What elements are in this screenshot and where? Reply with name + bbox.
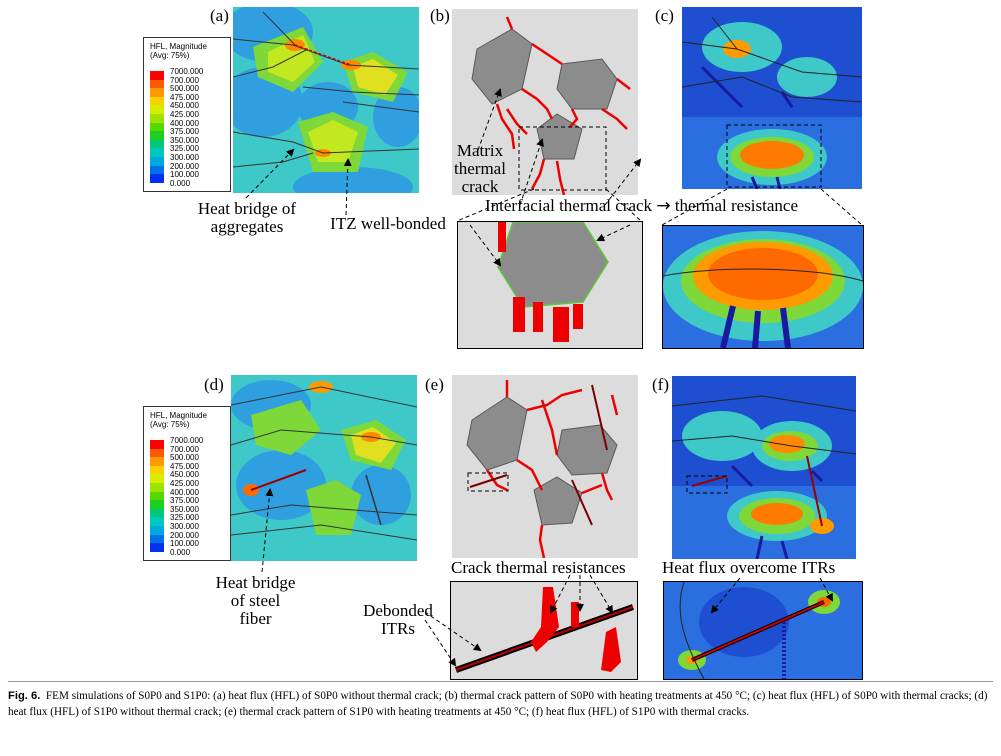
legend-value: 0.000 [170, 178, 191, 188]
legend-swatch [150, 96, 164, 106]
legend-value: 425.000 [170, 479, 199, 488]
legend-swatch [150, 457, 164, 466]
panel-label-d: (d) [204, 375, 224, 394]
annotation-heat-bridge-fiber: Heat bridge of steel fiber [215, 573, 296, 628]
legend-swatch [150, 500, 164, 509]
panel-d-heat-flux [231, 375, 417, 561]
panel-e-zoom [450, 581, 638, 680]
legend-value: 375.000 [170, 127, 199, 137]
legend-value: 200.000 [170, 161, 199, 171]
annotation-heat-bridge-aggregates: Heat bridge of aggregates [197, 199, 297, 236]
legend-value: 475.000 [170, 92, 199, 102]
legend-swatch [150, 165, 164, 175]
figure-caption: Fig. 6. FEM simulations of S0P0 and S1P0… [8, 688, 993, 720]
legend-value: 200.000 [170, 530, 199, 540]
panel-label-b: (b) [430, 6, 450, 25]
annotation-arrows [245, 88, 863, 667]
annotation-matrix-thermal-crack: Matrix thermal crack [454, 141, 506, 196]
legend-value: 100.000 [170, 539, 199, 549]
arrow-icon: → [656, 196, 671, 216]
legend-title: HFL, Magnitude (Avg: 75%) [150, 411, 207, 429]
annotation-debonded-itrs: Debonded ITRs [363, 601, 433, 638]
legend-value: 7000.000 [170, 67, 204, 76]
legend-swatch [150, 474, 164, 483]
legend-swatch [150, 543, 164, 552]
legend-swatch [150, 174, 164, 183]
legend-swatch [150, 517, 164, 526]
annotation-heat-flux-overcome: Heat flux overcome ITRs [662, 558, 836, 577]
legend-value: 325.000 [170, 513, 199, 523]
legend-value: 450.000 [170, 101, 199, 111]
legend-value: 325.000 [170, 144, 199, 154]
legend-value: 500.000 [170, 84, 199, 94]
legend-value: 400.000 [170, 118, 199, 128]
legend-swatch [150, 448, 164, 458]
panel-c-heat-flux-cracked [682, 7, 862, 189]
hfl-legend-bottom: HFL, Magnitude (Avg: 75%) 7000.000 700.000… [143, 406, 231, 561]
panel-b-crack-pattern [452, 9, 638, 195]
legend-swatch [150, 526, 164, 535]
panel-f-heat-flux-cracked [672, 376, 856, 559]
legend-value: 450.000 [170, 470, 199, 480]
legend-value: 400.000 [170, 487, 199, 497]
legend-swatch [150, 79, 164, 89]
panel-f-zoom [663, 581, 863, 680]
panel-b-zoom [457, 221, 643, 349]
caption-rule [8, 681, 993, 682]
legend-value: 500.000 [170, 453, 199, 463]
panel-label-a: (a) [210, 6, 229, 25]
legend-value: 700.000 [170, 444, 199, 454]
legend-value: 375.000 [170, 496, 199, 506]
interfacial-crack-text: Interfacial thermal crack [485, 196, 653, 215]
legend-value: 475.000 [170, 461, 199, 471]
legend-value: 350.000 [170, 504, 199, 514]
legend-swatch [150, 148, 164, 157]
legend-value: 700.000 [170, 75, 199, 85]
legend-swatch [150, 440, 164, 449]
legend-value: 100.000 [170, 170, 199, 180]
caption-text: FEM simulations of S0P0 and S1P0: (a) he… [8, 690, 988, 718]
legend-value: 7000.000 [170, 436, 204, 445]
annotation-crack-thermal-resistances: Crack thermal resistances [451, 558, 626, 577]
legend-swatch [150, 139, 164, 149]
legend-swatch [150, 491, 164, 501]
legend-value: 300.000 [170, 153, 199, 162]
legend-swatch [150, 131, 164, 140]
legend-swatch [150, 122, 164, 132]
caption-fig-label: Fig. 6. [8, 690, 41, 702]
panel-c-zoom [662, 225, 864, 349]
panel-label-f: (f) [652, 375, 669, 394]
legend-swatch [150, 71, 164, 80]
legend-value: 0.000 [170, 547, 191, 557]
panel-label-e: (e) [425, 375, 444, 394]
legend-value: 350.000 [170, 135, 199, 145]
legend-value: 425.000 [170, 110, 199, 119]
panel-label-c: (c) [655, 6, 674, 25]
legend-swatch [150, 105, 164, 114]
legend-swatch [150, 157, 164, 166]
legend-swatch [150, 508, 164, 518]
legend-title: HFL, Magnitude (Avg: 75%) [150, 42, 207, 60]
panel-a-heat-flux [233, 7, 419, 193]
legend-swatch [150, 483, 164, 492]
legend-swatch [150, 88, 164, 97]
panel-e-crack-pattern [452, 375, 638, 558]
legend-swatch [150, 114, 164, 123]
hfl-legend-top: HFL, Magnitude (Avg: 75%) 7000.000 700.000… [143, 37, 231, 192]
legend-value: 300.000 [170, 522, 199, 531]
legend-swatch [150, 534, 164, 544]
legend-swatch [150, 465, 164, 475]
annotation-itz-well-bonded: ITZ well-bonded [330, 214, 446, 233]
